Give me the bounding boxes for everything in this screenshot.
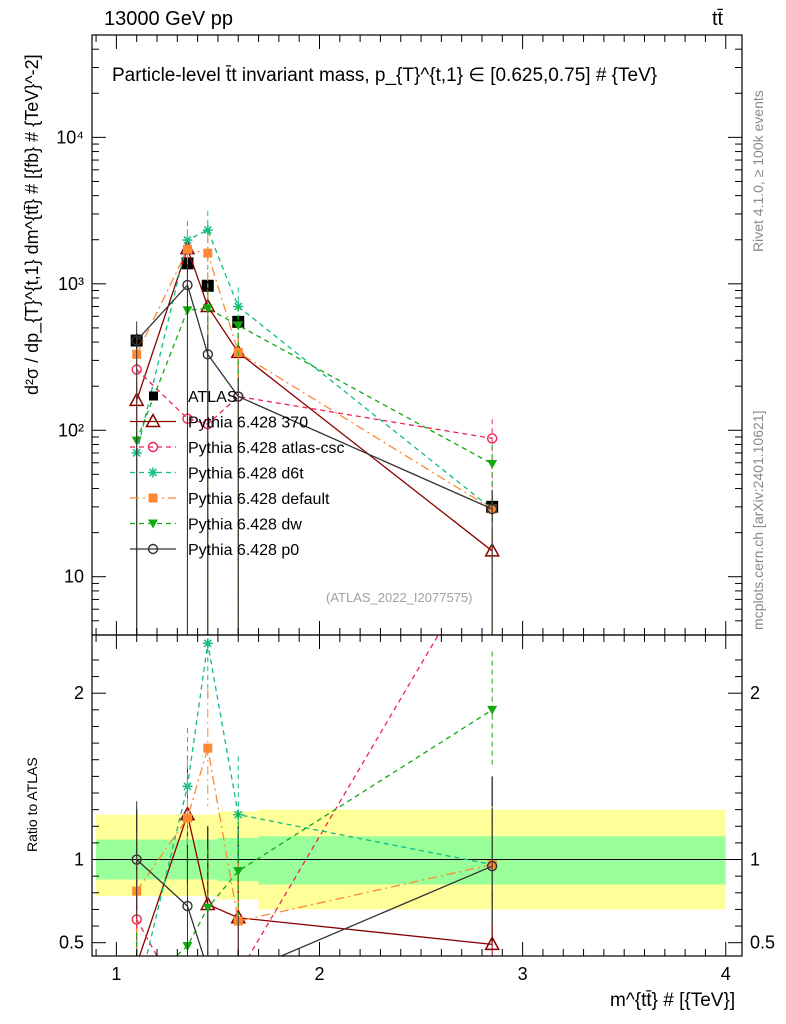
legend-item-3-marker <box>148 467 158 478</box>
y-tick-label: 10² <box>58 420 84 440</box>
series-1-ratio-point <box>484 935 500 951</box>
ratio-tick-label-left: 2 <box>74 683 84 703</box>
ratio-tick-label-left: 1 <box>74 850 84 870</box>
series-3-ratio-point-stroke <box>133 994 140 1001</box>
legend-item-0-label: ATLAS <box>188 389 238 406</box>
series-2-point <box>486 433 498 444</box>
series-4-ratio-point <box>182 813 192 823</box>
series-4-ratio-line <box>136 747 493 922</box>
series-2-ratio-point <box>203 1003 212 1012</box>
x-axis-label: m^{tt̄} # [{TeV}] <box>610 990 736 1011</box>
ratio-tick-label-right: 2 <box>750 683 760 703</box>
series-2-ratio-point <box>234 970 243 979</box>
y-tick-label: 10 <box>64 567 84 587</box>
series-5-ratio-point <box>202 903 213 913</box>
legend-item-6-label: Pythia 6.428 p0 <box>188 542 299 559</box>
series-3-ratio-point <box>132 993 142 1003</box>
main-plot-series <box>128 210 500 635</box>
chart-title: Particle-level t̄t invariant mass, p_{T}… <box>112 65 658 86</box>
axis-ticks: 1 2 3 4 10 10² 10³ 10⁴ 0.5 0.5 1 1 2 2 <box>56 34 775 984</box>
legend-item-5-label: Pythia 6.428 dw <box>188 517 302 534</box>
y-tick-label: 10³ <box>58 274 84 294</box>
series-6-ratio-line <box>136 859 493 956</box>
legend-item-6-marker <box>147 543 159 555</box>
series-5-line <box>136 307 493 465</box>
series-6-ratio-point <box>486 860 498 872</box>
ratio-frame <box>91 634 743 957</box>
series-5-point <box>202 304 213 314</box>
series-6-point <box>233 391 244 402</box>
series-4-ratio-point <box>203 743 213 753</box>
legend-item-1-label: Pythia 6.428 370 <box>188 415 308 432</box>
series-6-point <box>131 335 142 346</box>
series-6-point <box>182 279 193 291</box>
x-tick-label: 4 <box>721 964 731 984</box>
plot-frames <box>91 34 743 957</box>
ratio-tick-label-right: 0.5 <box>750 933 775 953</box>
series-3-point-stroke <box>203 225 212 235</box>
x-tick-label: 1 <box>111 964 121 984</box>
legend-item-3-marker-stroke <box>148 468 158 477</box>
legend: ATLAS Pythia 6.428 370 Pythia 6.428 atlas-… <box>130 389 345 559</box>
rivet-version-label: Rivet 4.1.0, ≥ 100k events <box>750 90 766 252</box>
series-4-point <box>182 244 192 254</box>
series-3-ratio-point-stroke <box>203 639 212 648</box>
legend-item-0-marker <box>149 391 158 401</box>
series-6-ratio-point <box>234 970 243 979</box>
series-6-ratio-point <box>182 900 193 912</box>
series-4-point <box>203 248 213 258</box>
y-tick-label: 10⁴ <box>56 127 84 147</box>
legend-item-4-marker <box>148 493 158 503</box>
ratio-tick-label-right: 1 <box>750 850 760 870</box>
series-5-ratio-point <box>487 705 498 715</box>
series-5-point <box>487 459 498 469</box>
legend-item-4-label: Pythia 6.428 default <box>188 491 330 508</box>
series-3-point-stroke <box>183 236 192 245</box>
process-label: tt̄ <box>712 8 724 30</box>
series-3-point <box>202 225 213 236</box>
series-2-ratio-point <box>183 1006 192 1015</box>
ratio-plot-series <box>131 635 500 1015</box>
series-6-ratio-point <box>131 854 142 865</box>
series-5-ratio-point <box>233 867 244 877</box>
ratio-y-axis-label: Ratio to ATLAS <box>24 757 40 852</box>
series-3-ratio-point-stroke <box>133 994 140 1001</box>
series-6-point <box>486 503 498 515</box>
y-axis-label: d²σ / dp_{T}^{t,1} dm^{tt̄} # [{fb} # {T… <box>22 54 42 395</box>
ratio-tick-label-left: 0.5 <box>59 933 84 953</box>
series-6-point <box>202 349 213 360</box>
energy-label: 13000 GeV pp <box>104 8 233 30</box>
legend-item-5-marker <box>148 519 158 529</box>
series-3-line <box>136 229 493 510</box>
legend-item-3-label: Pythia 6.428 d6t <box>188 466 304 483</box>
series-3-ratio-point <box>202 638 213 649</box>
analysis-watermark: (ATLAS_2022_I2077575) <box>326 590 473 605</box>
legend-item-1-marker <box>145 412 161 428</box>
series-6-ratio-point <box>203 965 212 974</box>
legend-item-2-marker <box>147 441 159 453</box>
series-5-ratio-point <box>132 987 142 996</box>
x-tick-label: 2 <box>314 964 324 984</box>
x-tick-label: 3 <box>518 964 528 984</box>
mcplots-url-label: mcplots.cern.ch [arXiv:2401.10621] <box>750 410 766 630</box>
legend-item-2-label: Pythia 6.428 atlas-csc <box>188 440 345 457</box>
series-1-ratio-point <box>136 955 137 956</box>
series-5-point <box>233 321 244 331</box>
